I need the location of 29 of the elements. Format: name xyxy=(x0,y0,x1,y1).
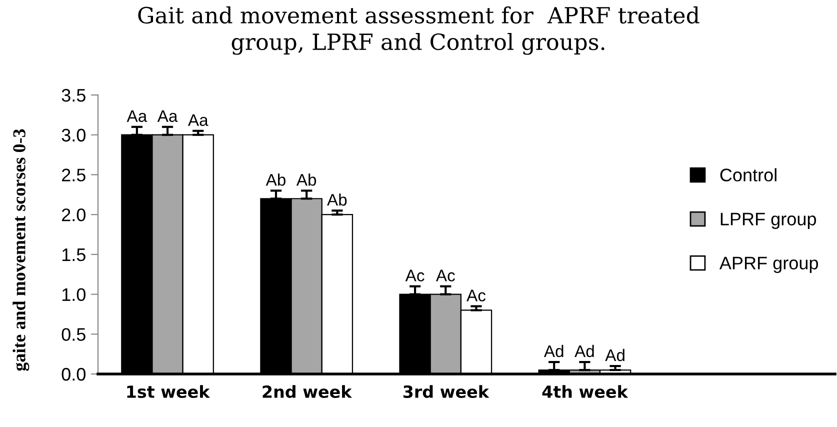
y-tick-label: 1.5 xyxy=(62,248,86,262)
x-tick-label: 4th week xyxy=(542,385,628,398)
legend-label: Control xyxy=(720,168,776,182)
data-label: Ab xyxy=(266,174,286,186)
y-tick-label: 0.0 xyxy=(62,368,86,381)
data-label: Ab xyxy=(327,193,347,206)
data-label: Ac xyxy=(466,290,486,302)
x-tick-label: 2nd week xyxy=(262,385,352,398)
data-label: Ad xyxy=(605,348,624,362)
legend-label: APRF group xyxy=(719,256,818,274)
data-label: Ac xyxy=(405,270,424,282)
x-tick-label: 1st week xyxy=(127,385,210,398)
y-tick-label: 1.0 xyxy=(62,288,86,302)
chart-title: Gait and movement assessment for APRF treated group, LPRF and Control groups. xyxy=(138,6,700,55)
y-axis-title: gaite and movement scorses 0-3 xyxy=(12,129,30,371)
legend-label: LPRF group xyxy=(720,212,816,230)
data-label: Ad xyxy=(544,344,564,358)
data-label: Aa xyxy=(126,110,148,122)
y-tick-label: 2.0 xyxy=(62,208,86,222)
y-tick-label: 3.0 xyxy=(62,128,86,142)
data-label: Ab xyxy=(296,174,316,186)
x-tick-label: 3rd week xyxy=(403,385,490,398)
y-tick-label: 0.5 xyxy=(62,328,86,341)
data-label: Ad xyxy=(574,344,594,358)
data-label: Aa xyxy=(188,114,208,126)
y-tick-label: 2.5 xyxy=(62,168,86,182)
data-label: Aa xyxy=(157,110,178,122)
data-label: Ac xyxy=(436,270,455,282)
y-tick-label: 3.5 xyxy=(62,88,86,102)
